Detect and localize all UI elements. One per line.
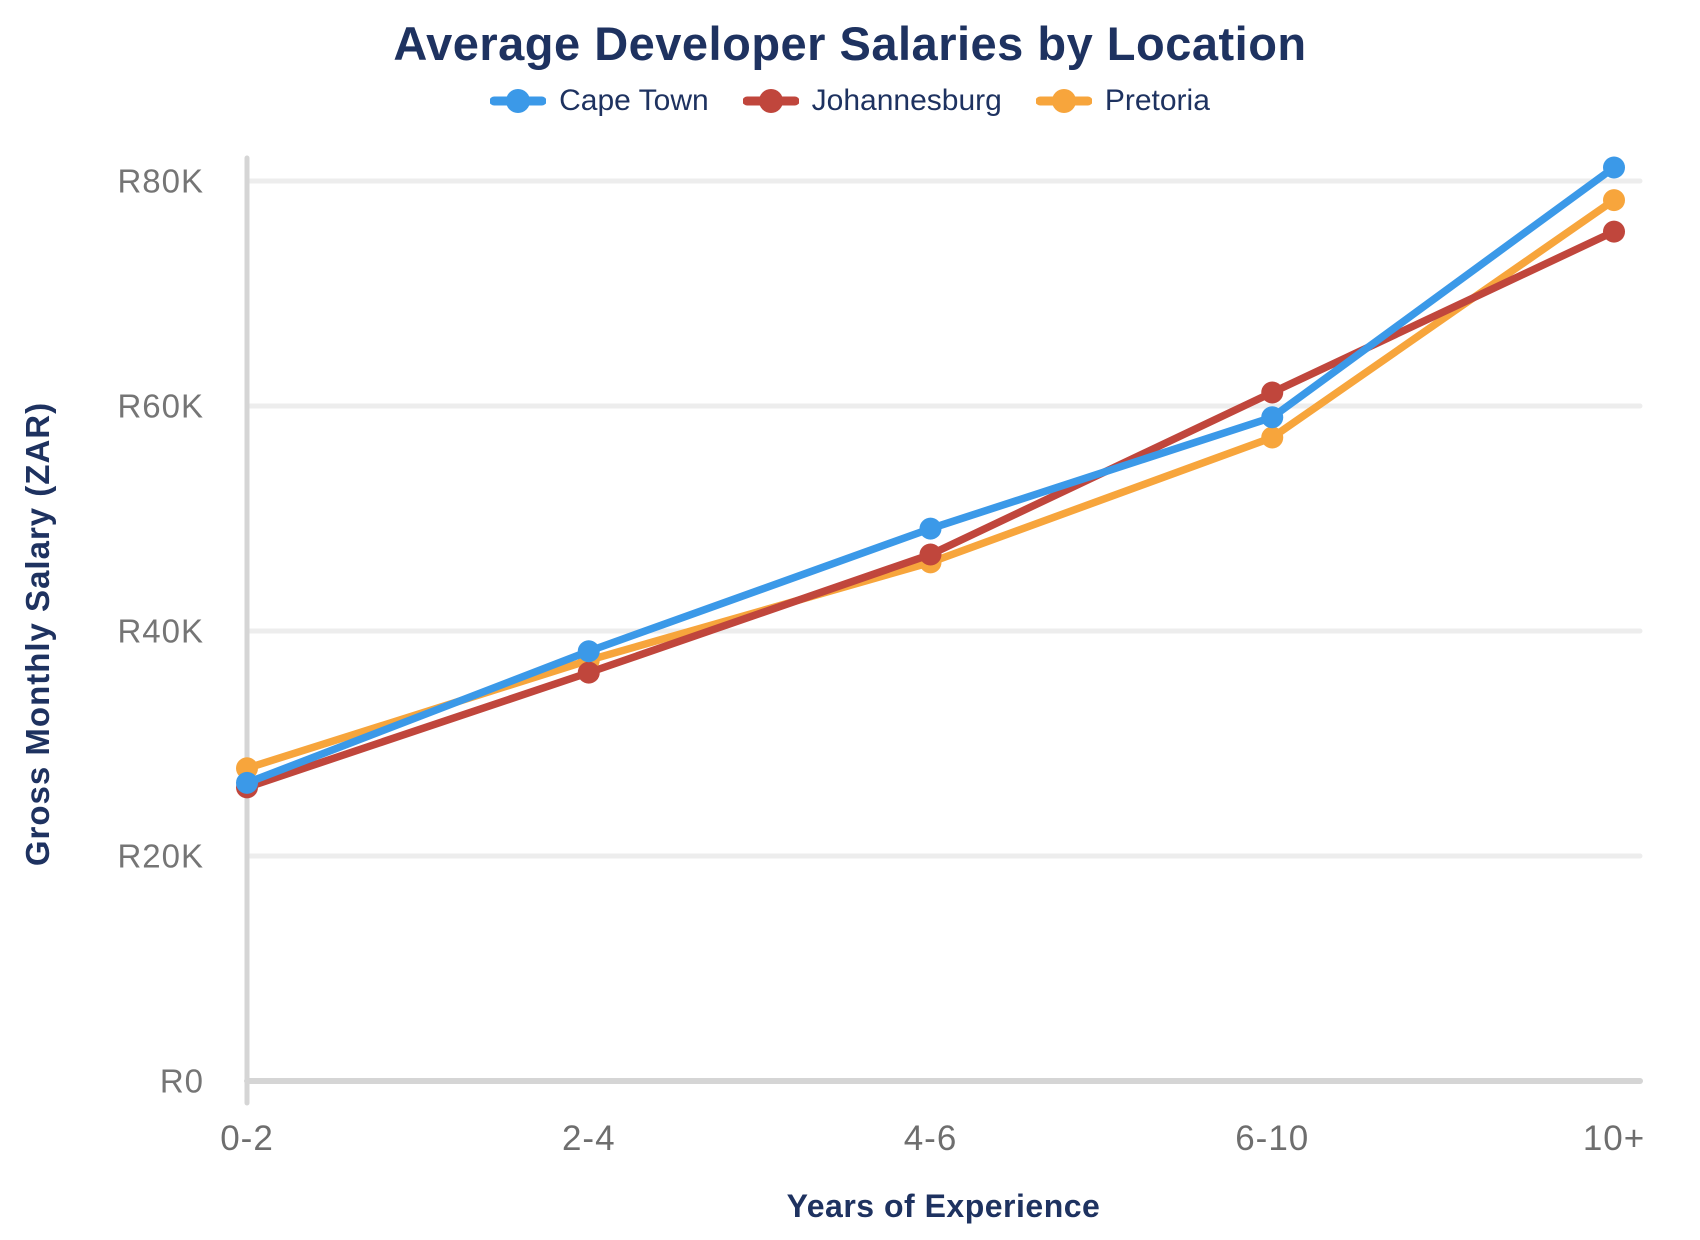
- y-tick-label-r40k: R40K: [117, 613, 204, 650]
- data-point-cape-town-10-: [1603, 156, 1625, 179]
- x-tick-label-2-4: 2-4: [562, 1119, 616, 1158]
- chart-legend: Cape Town Johannesburg Pretoria: [0, 84, 1700, 118]
- data-point-johannesburg-2-4: [577, 661, 600, 684]
- x-tick-label-0-2: 0-2: [220, 1119, 274, 1158]
- legend-marker-johannesburg-icon: [742, 89, 799, 113]
- y-tick-label-r20k: R20K: [117, 838, 204, 875]
- y-tick-label-r0: R0: [160, 1063, 204, 1100]
- series-line-pretoria: [243, 196, 1618, 772]
- y-tick-label-r60k: R60K: [117, 388, 204, 425]
- x-axis-title: Years of Experience: [786, 1188, 1101, 1224]
- data-point-cape-town-2-4: [577, 640, 600, 663]
- legend-marker-pretoria-icon: [1035, 89, 1092, 113]
- legend-label-pretoria: Pretoria: [1104, 84, 1210, 117]
- data-point-johannesburg-10-: [1603, 220, 1625, 243]
- data-point-johannesburg-6-10: [1261, 381, 1284, 404]
- series-line-cape-town: [243, 163, 1618, 787]
- x-tick-label-10-: 10+: [1583, 1119, 1645, 1158]
- legend-item-johannesburg[interactable]: Johannesburg: [742, 84, 1002, 118]
- data-point-pretoria-10-: [1603, 189, 1625, 212]
- x-tick-label-6-10: 6-10: [1235, 1119, 1309, 1158]
- data-point-johannesburg-4-6: [919, 543, 942, 566]
- y-axis-title: Gross Monthly Salary (ZAR): [19, 401, 56, 867]
- legend-item-cape-town[interactable]: Cape Town: [490, 84, 709, 118]
- data-point-cape-town-4-6: [919, 517, 942, 540]
- legend-item-pretoria[interactable]: Pretoria: [1035, 84, 1210, 118]
- legend-marker-cape-town-icon: [490, 89, 547, 113]
- data-point-cape-town-0-2: [236, 771, 258, 794]
- legend-label-johannesburg: Johannesburg: [811, 84, 1002, 117]
- x-tick-label-4-6: 4-6: [904, 1119, 958, 1158]
- y-tick-label-r80k: R80K: [117, 163, 204, 200]
- chart-title: Average Developer Salaries by Location: [393, 17, 1307, 70]
- legend-label-cape-town: Cape Town: [559, 84, 709, 117]
- data-point-pretoria-6-10: [1261, 426, 1284, 449]
- data-point-cape-town-6-10: [1261, 406, 1284, 429]
